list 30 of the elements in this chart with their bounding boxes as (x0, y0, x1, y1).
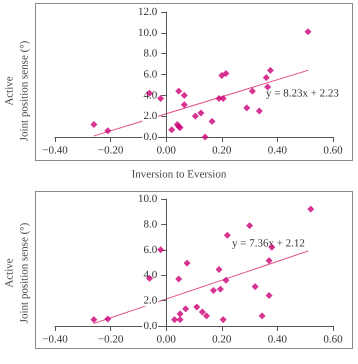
y-axis-title: Active Joint position sense (°) (4, 40, 30, 142)
y-tick-label: 4.0 (143, 269, 158, 282)
y-tick-label: 12.0 (138, 6, 158, 18)
y-axis-title: Active Joint position sense (°) (4, 222, 30, 324)
x-tick-label: −0.40 (42, 144, 68, 156)
y-tick-label: 10.0 (138, 26, 158, 39)
y-tick-label: 4.0 (143, 89, 158, 102)
y-tick-label: 0.0 (143, 131, 158, 143)
y-tick-label: 2.0 (143, 110, 158, 122)
x-tick-label: 0.60 (323, 144, 344, 156)
annotation: y = 7.36x + 2.12 (232, 238, 305, 250)
y-tick-label: 10.0 (138, 193, 158, 205)
x-tick-label: −0.40 (42, 334, 68, 346)
x-tick-label: 0.40 (268, 334, 288, 346)
x-tick-label: 0.60 (323, 334, 344, 346)
x-tick-label: 0.00 (156, 334, 176, 346)
x-tick-label: 0.20 (212, 334, 232, 346)
y-tick-label: 8.0 (143, 218, 158, 230)
y-tick-label: 6.0 (143, 68, 158, 80)
x-tick-label: 0.20 (212, 144, 232, 156)
annotation: y = 8.23x + 2.23 (266, 88, 340, 100)
y-tick-label: 2.0 (143, 294, 158, 307)
x-tick-label: 0.00 (156, 144, 176, 156)
x-axis-title: Inversion to Eversion (132, 168, 227, 180)
x-tick-label: −0.20 (98, 334, 124, 346)
y-tick-label: 8.0 (143, 48, 158, 60)
x-tick-label: −0.20 (98, 144, 124, 156)
y-tick-label: 6.0 (143, 244, 158, 256)
y-tick-label: 0.0 (143, 320, 158, 332)
x-tick-label: 0.40 (268, 144, 288, 156)
